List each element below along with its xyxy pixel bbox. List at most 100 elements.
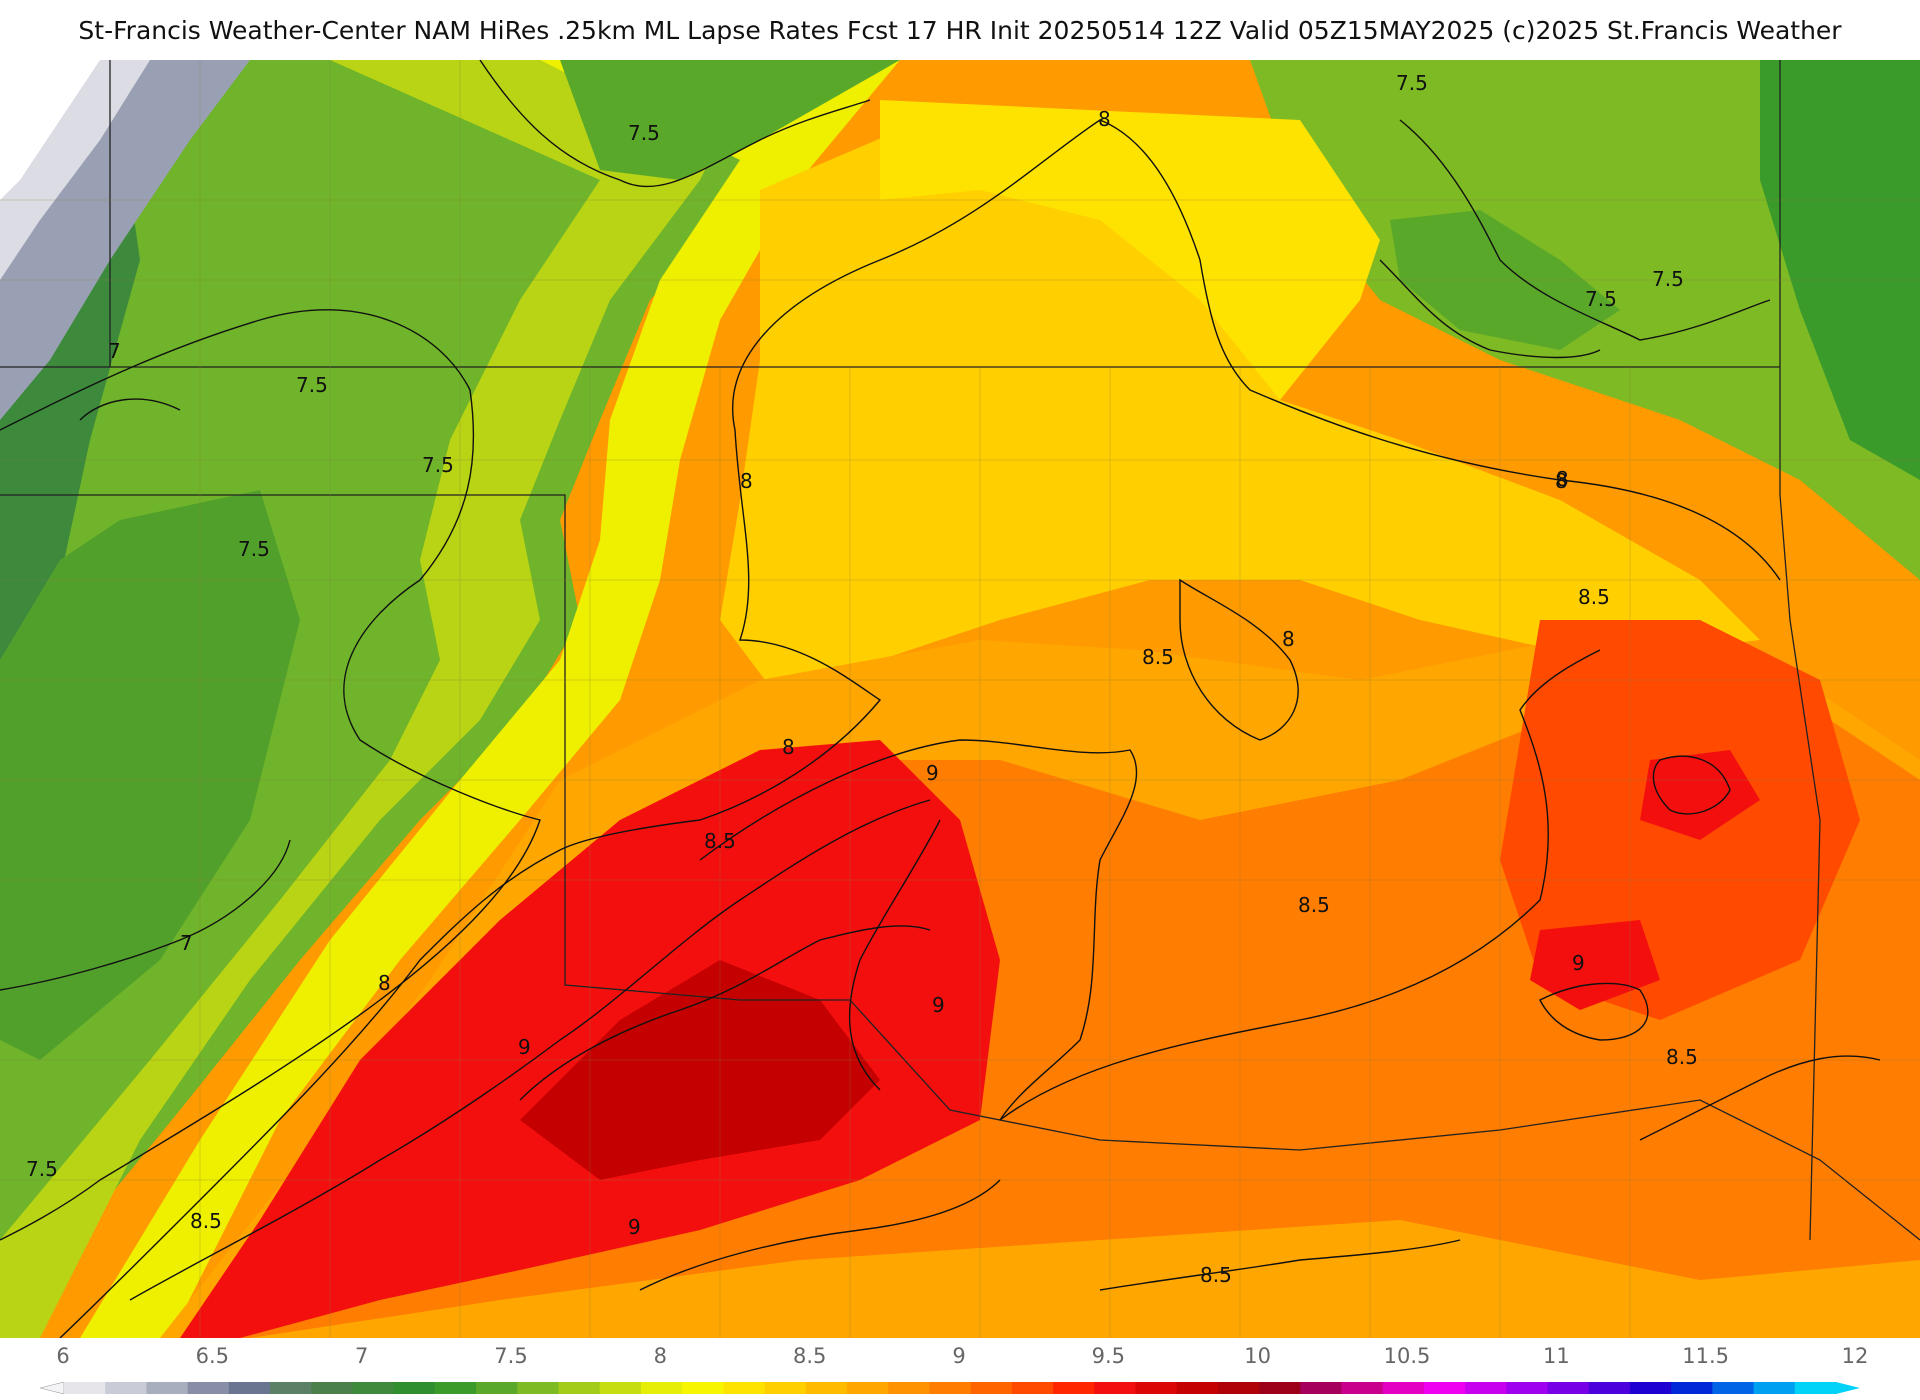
- colorbar-cell: [1382, 1382, 1425, 1394]
- contour-9-southwest: [519, 925, 931, 1101]
- contour-7-5-west: [0, 309, 541, 1241]
- colorbar-cell: [1588, 1382, 1631, 1394]
- contour-label: 7: [108, 339, 121, 363]
- colorbar-tick-label: 8: [653, 1344, 668, 1368]
- contour-8-southwest: [59, 849, 561, 1338]
- field-red-east-core: [1530, 750, 1760, 1010]
- colorbar-tick-label: 12: [1841, 1344, 1869, 1368]
- field-yellow-band: [80, 60, 900, 1338]
- colorbar-cell: [1094, 1382, 1136, 1394]
- field-darkred-core: [520, 960, 880, 1180]
- colorbar-cell: [970, 1382, 1013, 1394]
- colorbar-cell: [682, 1382, 724, 1394]
- contour-8-5-southeast: [1639, 1055, 1881, 1141]
- contour-label: 9: [926, 761, 939, 785]
- colorbar-cell: [1217, 1382, 1260, 1394]
- contour-8-inner-loop: [1179, 578, 1299, 741]
- colorbar-cell: [764, 1382, 807, 1394]
- colorbar-cell: [929, 1382, 972, 1394]
- colorbar-tick-label: 7: [354, 1344, 369, 1368]
- contour-label: 8.5: [704, 829, 736, 853]
- colorbar-cell: [1547, 1382, 1590, 1394]
- colorbar-cell: [888, 1382, 930, 1394]
- map-svg: 8 7.5 7.5 7.5 7.5 8 7.5 8 7.5 7 7.5 8 8 …: [0, 60, 1920, 1338]
- contour-8-5-east: [999, 649, 1601, 1121]
- colorbar-cell: [846, 1382, 889, 1394]
- contour-label: 7.5: [238, 537, 270, 561]
- contour-label: 8: [1556, 467, 1569, 491]
- colorbar-cell: [352, 1382, 395, 1394]
- colorbar-tick-label: 9: [952, 1344, 966, 1368]
- contour-label: 9: [1572, 951, 1585, 975]
- contour-label: 8.5: [1298, 893, 1330, 917]
- contour-label: 8.5: [1666, 1045, 1698, 1069]
- state-boundaries: [0, 60, 1920, 1241]
- contour-label: 9: [932, 993, 945, 1017]
- contour-label: 7.5: [422, 453, 454, 477]
- colorbar-cell: [187, 1382, 230, 1394]
- contour-9-east: [1539, 982, 1649, 1041]
- colorbar-cell: [1629, 1382, 1672, 1394]
- colorbar-cell: [1011, 1382, 1054, 1394]
- colorbar-cell: [805, 1382, 848, 1394]
- colorbar-tick-label: 6: [56, 1344, 70, 1368]
- contour-label-group: 8 7.5 7.5 7.5 7.5 8 7.5 8 7.5 7 7.5 8 8 …: [26, 71, 1698, 1287]
- colorbar-cell: [1794, 1382, 1837, 1394]
- field-yellowgreen-band: [0, 60, 760, 1338]
- colorbar-tick-label: 9.5: [1091, 1344, 1126, 1368]
- contour-label: 7.5: [1585, 287, 1617, 311]
- contour-7-northwest: [79, 398, 181, 421]
- contour-8-5-central: [699, 739, 1138, 1121]
- contour-label: 7.5: [296, 373, 328, 397]
- contour-9-east-2: [1652, 755, 1731, 815]
- colorbar-cell: [1300, 1382, 1342, 1394]
- colorbar-cell: [1423, 1382, 1466, 1394]
- state-line-east: [1779, 60, 1821, 1241]
- colorbar-cell: [1465, 1382, 1507, 1394]
- map-title: St-Francis Weather-Center NAM HiRes .25k…: [78, 15, 1842, 45]
- contour-8-central: [559, 429, 882, 851]
- colorbar-cell: [1176, 1382, 1219, 1394]
- colorbar-cell: [1671, 1382, 1713, 1394]
- contour-label: 8.5: [1200, 1263, 1232, 1287]
- colorbar-cell: [1341, 1382, 1384, 1394]
- colorbar-tick-label: 10: [1244, 1344, 1272, 1368]
- colorbar-cell: [1753, 1382, 1796, 1394]
- contour-label: 7: [180, 931, 193, 955]
- contour-8-5-south: [1099, 1239, 1461, 1291]
- contour-label: 7.5: [26, 1157, 58, 1181]
- colorbar-tick-label: 11.5: [1682, 1344, 1730, 1368]
- contour-lines: [0, 60, 1881, 1338]
- colorbar-tick-label: 7.5: [494, 1344, 528, 1368]
- contour-label: 8: [1555, 469, 1568, 493]
- colorbar-cell: [228, 1382, 271, 1394]
- field-green-ne-blob: [1390, 210, 1620, 350]
- colorbar-cell: [640, 1382, 683, 1394]
- colorbar-cell: [599, 1382, 642, 1394]
- field-darkgreen-northeast: [1760, 60, 1920, 480]
- contour-label: 8.5: [1142, 645, 1174, 669]
- contour-7-southwest: [0, 839, 291, 991]
- colorbar-cell: [105, 1382, 147, 1394]
- contour-label: 9: [628, 1215, 641, 1239]
- contour-label: 7.5: [1396, 71, 1428, 95]
- colorbar-cell: [434, 1382, 477, 1394]
- contour-label: 8.5: [1578, 585, 1610, 609]
- colorbar-tick-label: 8.5: [792, 1344, 827, 1368]
- contour-7-5-northeast: [1399, 119, 1771, 341]
- colorbar: [40, 1382, 1860, 1394]
- colorbar-panel: 6 6.5 7 7.5 8 8.5 9 9.5 10 10.5 11 11.5 12: [0, 1338, 1920, 1400]
- colorbar-cell: [311, 1382, 353, 1394]
- contour-label: 8: [1098, 107, 1111, 131]
- colorbar-tick-label: 11: [1542, 1344, 1570, 1368]
- field-white-corner: [0, 60, 100, 200]
- colorbar-cell: [146, 1382, 189, 1394]
- contour-label: 7.5: [1652, 267, 1684, 291]
- county-lines: [0, 60, 1920, 1338]
- colorbar-arrow-left: [40, 1382, 65, 1394]
- colorbar-cell: [270, 1382, 312, 1394]
- lapse-rate-map: 8 7.5 7.5 7.5 7.5 8 7.5 8 7.5 7 7.5 8 8 …: [0, 60, 1920, 1338]
- contour-8-north: [732, 119, 1781, 581]
- colorbar-cell: [64, 1382, 106, 1394]
- colorbar-cell: [1053, 1382, 1095, 1394]
